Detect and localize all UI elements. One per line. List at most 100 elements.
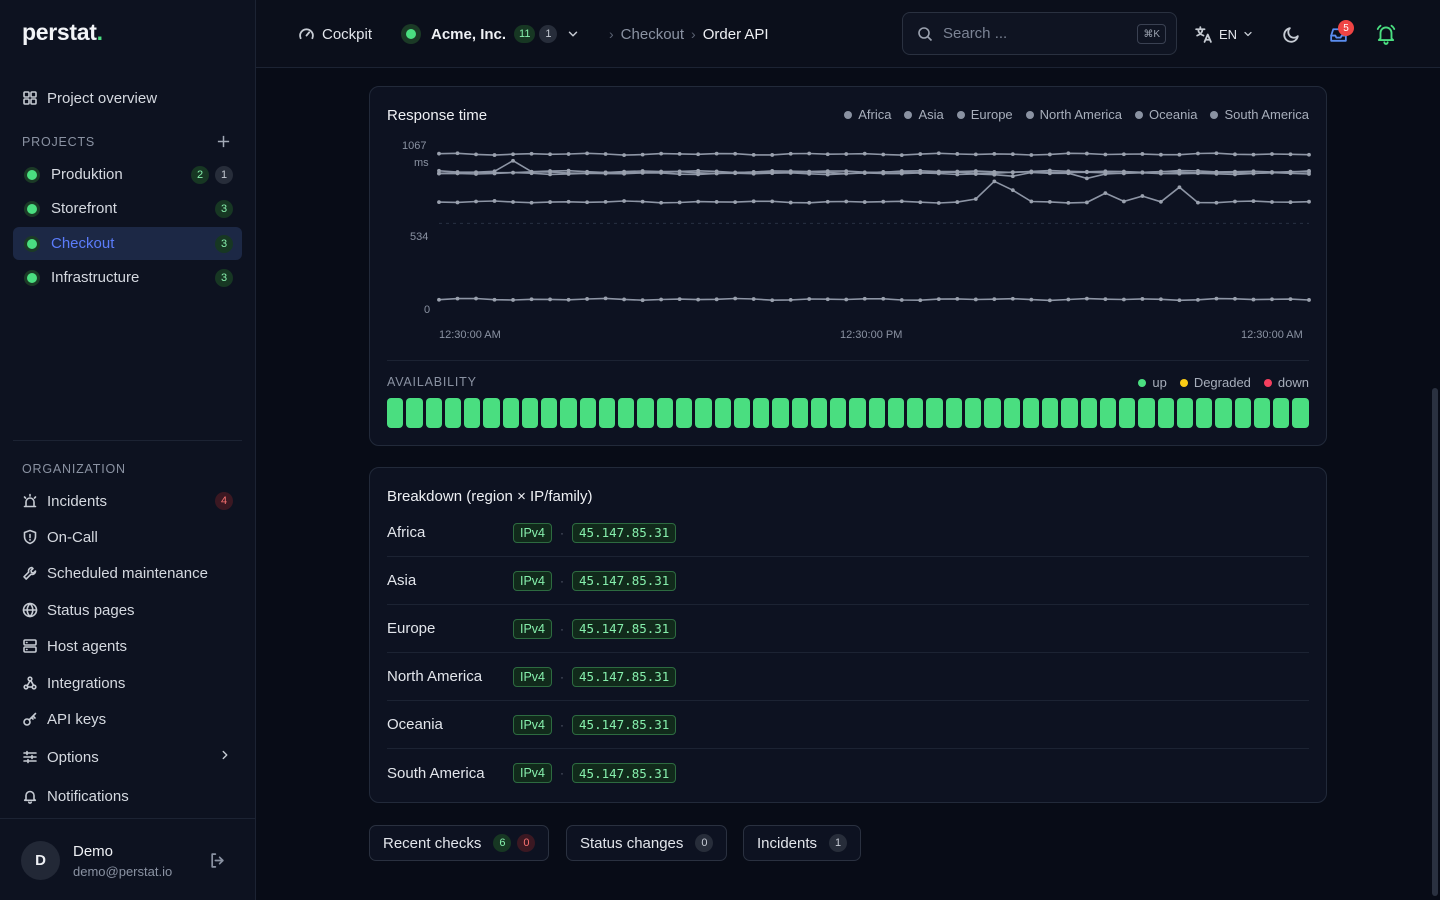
availability-bar[interactable] (714, 398, 731, 428)
availability-bar[interactable] (406, 398, 423, 428)
avatar[interactable]: D (21, 841, 60, 880)
search-box[interactable]: ⌘K (902, 12, 1177, 55)
series-line-south-america (438, 297, 1310, 302)
availability-bar[interactable] (868, 398, 885, 428)
availability-bar[interactable] (541, 398, 558, 428)
sidebar-item-label: API keys (47, 710, 107, 728)
search-input[interactable] (943, 25, 1128, 42)
legend-item[interactable]: Africa (844, 107, 891, 122)
scrollbar[interactable] (1432, 388, 1438, 896)
availability-bar[interactable] (1215, 398, 1232, 428)
data-point (622, 153, 627, 157)
sidebar-project-checkout[interactable]: Checkout 3 (13, 227, 242, 260)
availability-bar[interactable] (810, 398, 828, 428)
sidebar-project-storefront[interactable]: Storefront 3 (13, 192, 242, 225)
availability-bar[interactable] (984, 398, 1001, 428)
tab-status-changes[interactable]: Status changes 0 (566, 825, 728, 861)
availability-bar[interactable] (695, 398, 712, 428)
breadcrumb-project[interactable]: Checkout (620, 25, 685, 43)
availability-bar[interactable] (1253, 398, 1271, 428)
legend-item[interactable]: South America (1210, 107, 1309, 122)
availability-bar[interactable] (1003, 398, 1020, 428)
availability-bar[interactable] (1099, 398, 1117, 428)
availability-bar[interactable] (675, 398, 693, 428)
add-project-button[interactable] (213, 131, 233, 151)
sidebar-project-produktion[interactable]: Produktion 2 1 (13, 158, 242, 191)
availability-bar[interactable] (1119, 398, 1136, 428)
language-switcher[interactable]: EN (1194, 22, 1254, 46)
availability-bar[interactable] (1176, 398, 1194, 428)
availability-bar[interactable] (772, 398, 789, 428)
availability-bar[interactable] (618, 398, 635, 428)
tab-count-badge: 0 (517, 834, 536, 852)
availability-bar[interactable] (1061, 398, 1078, 428)
availability-bar[interactable] (1292, 398, 1309, 428)
legend-item[interactable]: Oceania (1135, 107, 1197, 122)
sidebar-item-notifications[interactable]: Notifications (13, 779, 242, 813)
data-point (1251, 171, 1256, 176)
cockpit-link[interactable]: Cockpit (298, 22, 372, 46)
sidebar-item-incidents[interactable]: Incidents 4 (13, 484, 242, 518)
availability-bar[interactable] (425, 398, 442, 428)
availability-bar[interactable] (733, 398, 751, 428)
availability-bar[interactable] (1273, 398, 1290, 428)
availability-bar[interactable] (502, 398, 519, 428)
availability-bar[interactable] (1196, 398, 1213, 428)
availability-bar[interactable] (926, 398, 943, 428)
data-point (659, 200, 664, 205)
project-badges: 3 (215, 268, 233, 287)
availability-bar[interactable] (387, 398, 404, 428)
availability-bar[interactable] (1157, 398, 1174, 428)
availability-bar[interactable] (830, 398, 847, 428)
sidebar-item-status-pages[interactable]: Status pages (13, 593, 242, 627)
sidebar: perstat. Project overview PROJECTS Produ… (0, 0, 256, 900)
sidebar-item-api-keys[interactable]: API keys (13, 702, 242, 736)
tab-recent-checks[interactable]: Recent checks 6 0 (369, 825, 550, 861)
tab-incidents[interactable]: Incidents 1 (743, 825, 862, 861)
availability-bar[interactable] (1080, 398, 1097, 428)
availability-bar[interactable] (483, 398, 500, 428)
availability-bar[interactable] (887, 398, 905, 428)
sidebar-divider (13, 440, 242, 441)
availability-bar[interactable] (560, 398, 577, 428)
organization-switcher[interactable]: Acme, Inc. 11 1 (401, 22, 580, 46)
availability-bar[interactable] (964, 398, 982, 428)
availability-bar[interactable] (1138, 398, 1155, 428)
availability-bar[interactable] (637, 398, 654, 428)
sidebar-item-on-call[interactable]: On-Call (13, 520, 242, 554)
data-point (585, 151, 589, 156)
availability-bar[interactable] (464, 398, 481, 428)
sidebar-item-host-agents[interactable]: Host agents (13, 629, 242, 663)
theme-toggle[interactable] (1282, 22, 1301, 46)
data-point (1140, 194, 1145, 198)
breadcrumb-separator: › (691, 26, 696, 42)
availability-bar[interactable] (444, 398, 462, 428)
logo[interactable]: perstat. (22, 19, 103, 45)
availability-bar[interactable] (849, 398, 866, 428)
availability-bar[interactable] (791, 398, 808, 428)
legend-item[interactable]: Asia (904, 107, 944, 122)
availability-bar[interactable] (579, 398, 596, 428)
sidebar-item-scheduled-maintenance[interactable]: Scheduled maintenance (13, 556, 242, 590)
language-label: EN (1219, 26, 1238, 42)
availability-bar[interactable] (907, 398, 924, 428)
response-time-chart[interactable] (370, 87, 1328, 337)
legend-item[interactable]: Europe (956, 107, 1013, 122)
data-point (548, 297, 552, 302)
availability-bar[interactable] (1022, 398, 1040, 428)
sidebar-item-integrations[interactable]: Integrations (13, 666, 242, 700)
availability-bar[interactable] (1042, 398, 1059, 428)
availability-bar[interactable] (598, 398, 616, 428)
sidebar-item-options[interactable]: Options (13, 740, 242, 774)
sidebar-project-infrastructure[interactable]: Infrastructure 3 (13, 261, 242, 294)
data-point (881, 152, 886, 157)
project-overview-link[interactable]: Project overview (13, 81, 242, 115)
logout-button[interactable] (209, 852, 227, 870)
availability-bar[interactable] (656, 398, 673, 428)
alerts-button[interactable] (1375, 22, 1397, 46)
availability-bar[interactable] (945, 398, 962, 428)
availability-bar[interactable] (753, 398, 770, 428)
availability-bar[interactable] (521, 398, 539, 428)
legend-item[interactable]: North America (1025, 107, 1122, 122)
availability-bar[interactable] (1234, 398, 1251, 428)
